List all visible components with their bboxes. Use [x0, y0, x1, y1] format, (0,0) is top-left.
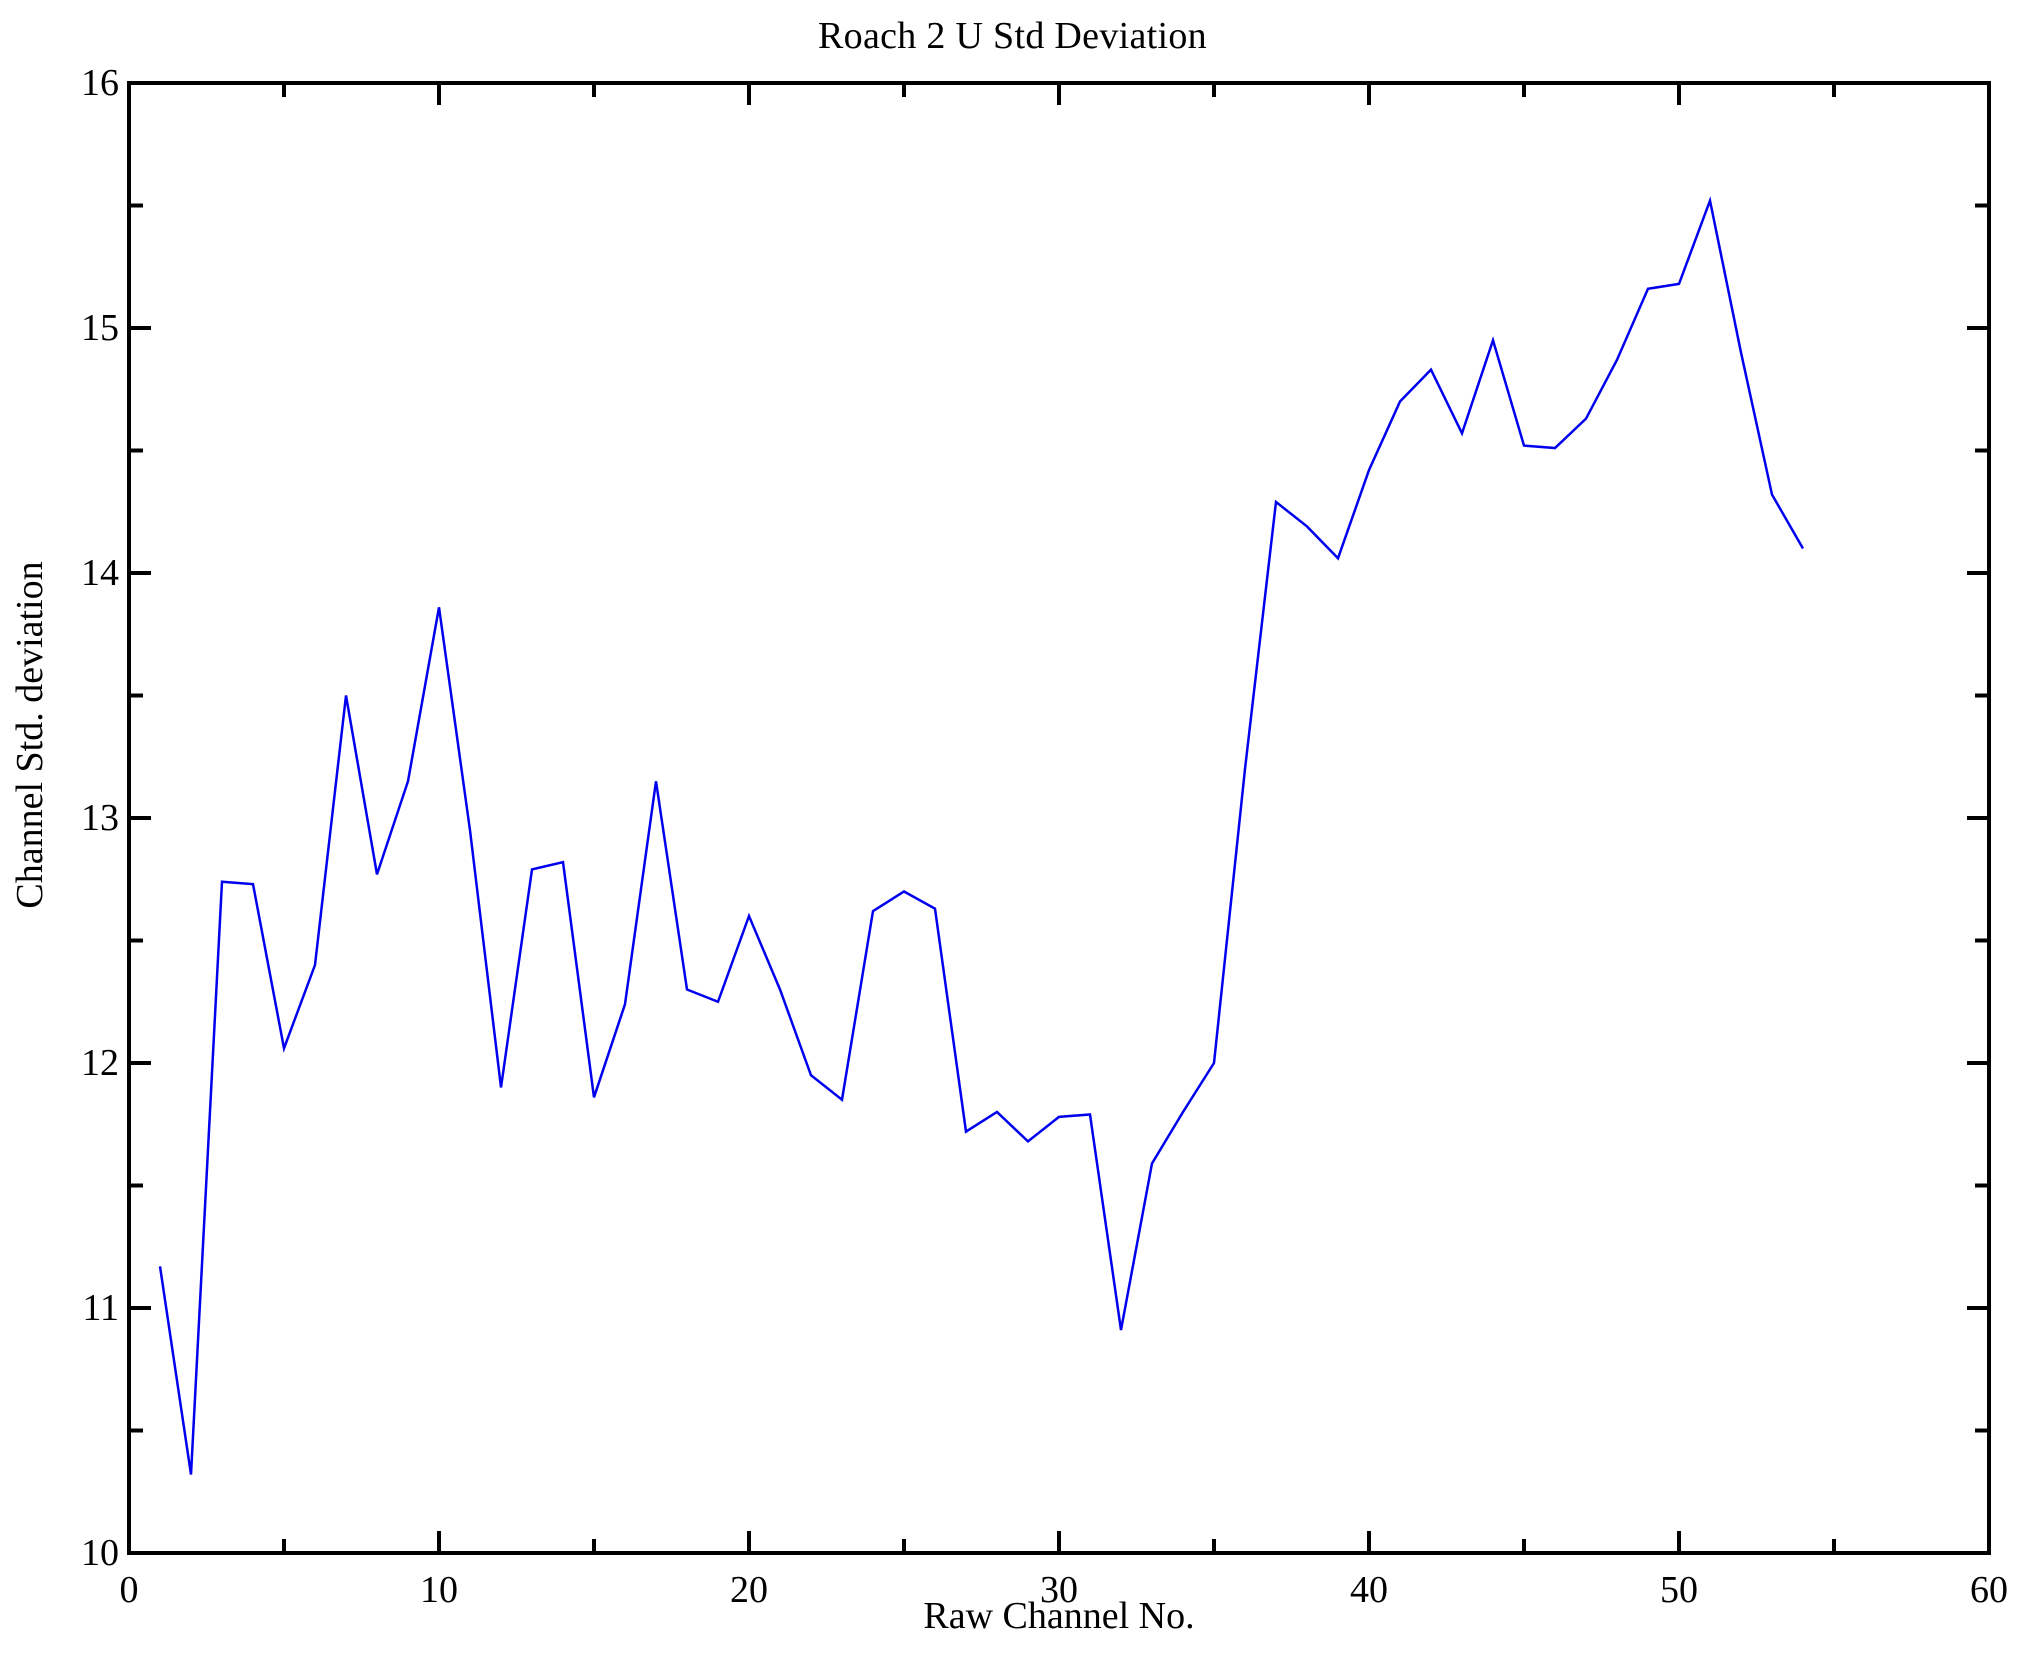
y-tick-label: 16 — [81, 62, 119, 104]
x-tick-label: 60 — [1970, 1569, 2008, 1611]
plot-area — [127, 81, 1991, 1555]
x-tick-label: 10 — [420, 1569, 458, 1611]
x-tick-label: 20 — [730, 1569, 768, 1611]
axes-border — [127, 81, 1991, 1555]
data-line-0 — [158, 196, 1805, 1475]
x-tick-label: 30 — [1040, 1569, 1078, 1611]
x-tick-label: 40 — [1350, 1569, 1388, 1611]
plot-svg — [127, 81, 1991, 1555]
y-tick-label: 11 — [82, 1287, 119, 1329]
x-tick-label: 0 — [119, 1569, 139, 1611]
chart-title: Roach 2 U Std Deviation — [818, 15, 1207, 57]
y-tick-label: 10 — [81, 1532, 119, 1574]
y-tick-label: 12 — [81, 1042, 119, 1084]
y-tick-label: 15 — [81, 307, 119, 349]
y-tick-label: 13 — [81, 797, 119, 839]
y-axis-label: Channel Std. deviation — [0, 0, 60, 1470]
y-axis-label-text: Channel Std. deviation — [9, 561, 51, 909]
data-series-group — [158, 196, 1805, 1475]
y-tick-label: 14 — [81, 552, 119, 594]
x-tick-label: 50 — [1660, 1569, 1698, 1611]
x-axis-label: Raw Channel No. — [923, 1595, 1195, 1637]
tick-marks — [129, 83, 1989, 1553]
axes-frame — [127, 81, 1991, 1555]
